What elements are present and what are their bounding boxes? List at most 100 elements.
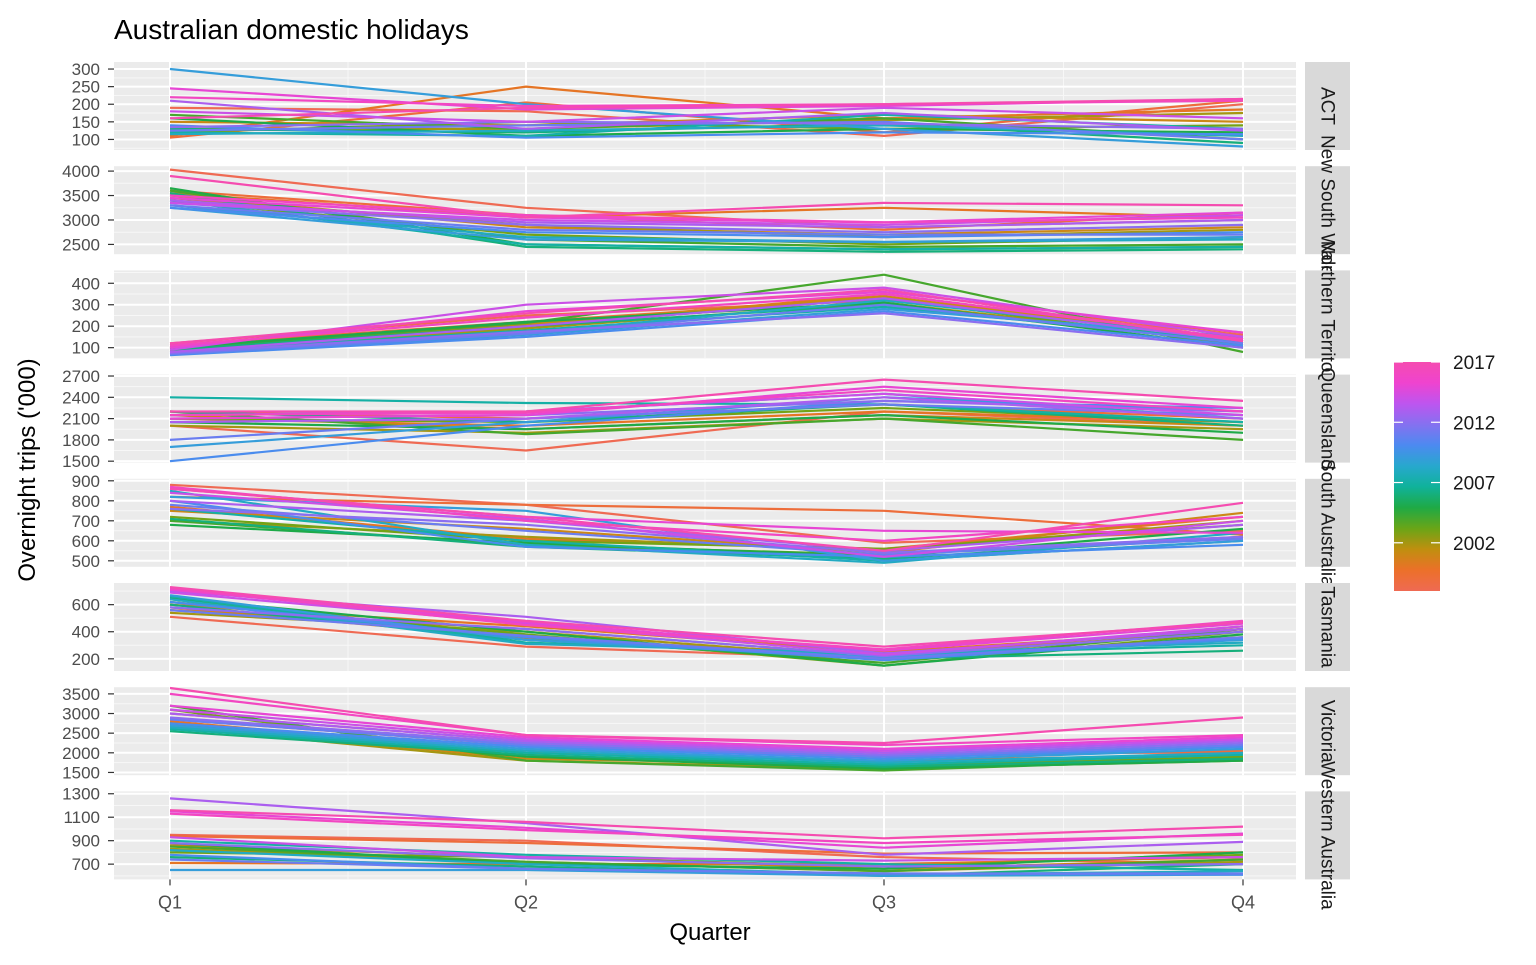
facet-strip-background	[1305, 478, 1350, 567]
series-line	[169, 67, 1244, 148]
facet-strip: Western Australia	[1305, 761, 1350, 910]
series-line	[169, 586, 1244, 648]
chart-title: Australian domestic holidays	[114, 14, 469, 45]
y-tick-label: 700	[72, 512, 100, 531]
series-line	[169, 726, 1244, 764]
series-lines	[169, 586, 1244, 667]
series-line	[169, 120, 1244, 130]
series-line	[169, 834, 1244, 855]
series-line	[169, 712, 1244, 754]
facet-strip-background	[1305, 791, 1350, 880]
y-tick-label: 200	[72, 95, 100, 114]
series-line	[169, 194, 1244, 224]
y-tick-label: 400	[72, 623, 100, 642]
x-axis: Q1 Q2 Q3 Q4	[158, 879, 1255, 912]
facet-strip: Tasmania	[1305, 583, 1350, 671]
facet-panel: 2500 3000 3500 4000 New South Wales	[62, 135, 1350, 285]
series-line	[169, 722, 1244, 760]
series-line	[169, 174, 1244, 219]
series-lines	[169, 168, 1244, 253]
series-line	[169, 591, 1244, 656]
y-tick-label: 150	[72, 113, 100, 132]
series-line	[169, 106, 1244, 123]
series-line	[169, 410, 1244, 441]
series-line	[169, 809, 1244, 840]
y-tick-label: 600	[72, 596, 100, 615]
y-tick-label: 600	[72, 532, 100, 551]
y-tick-label: 500	[72, 552, 100, 571]
facet-strip-label: Western Australia	[1317, 761, 1338, 910]
series-line	[169, 204, 1244, 244]
series-line	[169, 686, 1244, 745]
x-tick-label: Q1	[158, 892, 182, 912]
series-line	[169, 389, 1244, 417]
legend-label: 2017	[1453, 353, 1495, 374]
facet-strip-background	[1305, 374, 1350, 463]
y-tick-label: 700	[72, 855, 100, 874]
y-tick-label: 1500	[62, 452, 100, 471]
y-tick-label: 100	[72, 339, 100, 358]
facet-strip-background	[1305, 166, 1350, 255]
series-line	[169, 716, 1244, 756]
series-line	[169, 708, 1244, 752]
legend-label: 2012	[1453, 413, 1495, 434]
series-line	[169, 124, 1244, 139]
y-tick-label: 2500	[62, 724, 100, 743]
series-line	[169, 730, 1244, 768]
series-lines	[169, 797, 1244, 878]
y-tick-label: 2400	[62, 388, 100, 407]
facet-strip-label: South Australia	[1317, 459, 1338, 587]
y-tick-label: 3500	[62, 187, 100, 206]
series-line	[169, 718, 1244, 758]
x-tick-label: Q4	[1231, 892, 1255, 912]
series-line	[169, 841, 1244, 870]
facet-strip-label: ACT	[1317, 87, 1338, 125]
series-lines	[169, 273, 1244, 357]
x-tick-label: Q2	[514, 892, 538, 912]
facet-strip-label: New South Wales	[1317, 135, 1338, 285]
series-line	[169, 704, 1244, 751]
y-tick-label: 3500	[62, 685, 100, 704]
series-line	[169, 196, 1244, 224]
series-line	[169, 724, 1244, 762]
y-tick-label: 800	[72, 492, 100, 511]
y-tick-label: 3000	[62, 705, 100, 724]
facet-strip-label: Victoria	[1317, 700, 1338, 763]
y-tick-label: 2100	[62, 410, 100, 429]
facet-strip: Northern Territory	[1305, 241, 1350, 389]
legend-label: 2002	[1453, 534, 1495, 555]
y-tick-label: 900	[72, 832, 100, 851]
y-tick-label: 4000	[62, 162, 100, 181]
facet-panel: 200 400 600 Tasmania	[72, 583, 1350, 671]
facet-panel: 100 200 300 400 Northern Territory	[72, 241, 1350, 389]
x-tick-label: Q3	[872, 892, 896, 912]
series-line	[169, 812, 1244, 845]
y-tick-label: 2000	[62, 744, 100, 763]
series-line	[169, 499, 1244, 558]
facet-strip-background	[1305, 687, 1350, 776]
series-line	[169, 99, 1244, 132]
facet-strip: Queensland	[1305, 367, 1350, 470]
series-line	[169, 600, 1244, 662]
series-line	[169, 728, 1244, 766]
y-tick-label: 1100	[63, 808, 100, 827]
y-tick-label: 300	[72, 296, 100, 315]
series-line	[169, 189, 1244, 248]
series-line	[169, 199, 1244, 251]
y-tick-label: 300	[72, 60, 100, 79]
series-line	[169, 297, 1244, 354]
series-line	[169, 312, 1244, 355]
series-line	[169, 858, 1243, 875]
facet-strip: Victoria	[1305, 687, 1350, 776]
series-line	[169, 836, 1244, 862]
y-tick-label: 200	[72, 650, 100, 669]
series-line	[169, 797, 1244, 856]
y-tick-label: 200	[72, 317, 100, 336]
series-line	[169, 403, 1244, 441]
facet-strip-label: Queensland	[1317, 367, 1338, 469]
